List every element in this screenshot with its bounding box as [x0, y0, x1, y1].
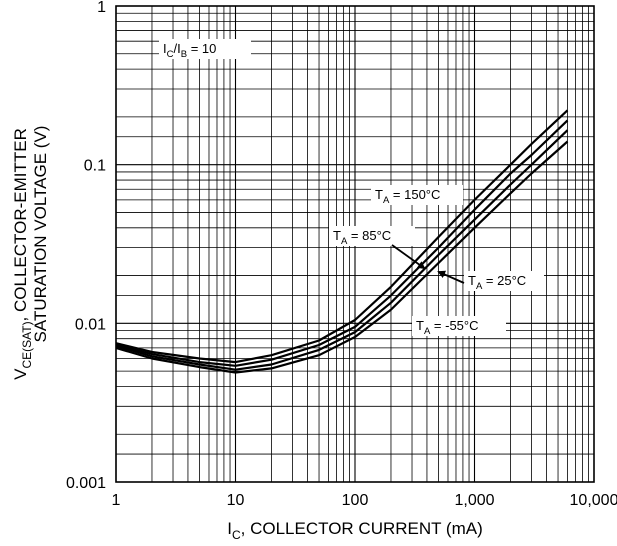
plot-frame	[115, 5, 595, 483]
y-tick-label: 0.001	[66, 475, 106, 492]
series-label-t25-bg	[464, 271, 544, 291]
arrow-t85	[391, 244, 426, 270]
annotations: IC/IB = 10 TA = 150°C TA = 85°C TA = 25°C TA…	[159, 39, 544, 337]
condition-label-bg	[159, 39, 251, 59]
x-axis-title: IC, COLLECTOR CURRENT (mA)	[227, 519, 483, 542]
series-line-tm55	[115, 140, 569, 374]
y-tick-label: 0.01	[75, 316, 106, 333]
series-label-tm55: TA = -55°C	[416, 318, 479, 337]
series-label-t85-bg	[329, 226, 415, 246]
series-label-t85: TA = 85°C	[333, 228, 391, 247]
series-line-t25	[115, 129, 569, 371]
x-tick-label: 1,000	[454, 492, 494, 509]
condition-label: IC/IB = 10	[163, 41, 216, 60]
grid	[115, 6, 594, 483]
x-tick-label: 100	[342, 492, 369, 509]
series-label-t25: TA = 25°C	[468, 273, 526, 292]
axis-titles: IC, COLLECTOR CURRENT (mA) VCE(SAT), COLL…	[11, 126, 483, 542]
series-label-tm55-bg	[412, 316, 506, 336]
x-tick-label: 1	[112, 492, 121, 509]
arrow-t25	[437, 270, 465, 284]
y-tick-label: 0.1	[84, 158, 106, 175]
x-tick-label: 10,000	[570, 492, 617, 509]
series-label-t150: TA = 150°C	[375, 187, 440, 206]
x-tick-label: 10	[227, 492, 245, 509]
y-axis-title-line1: VCE(SAT), COLLECTOR-EMITTER	[11, 128, 34, 380]
series-label-t150-bg	[371, 185, 463, 205]
series-line-t85	[115, 119, 569, 367]
series-line-t150	[115, 109, 569, 364]
tick-labels: 1 10 100 1,000 10,000 0.001 0.01 0.1 1	[66, 0, 617, 509]
y-axis-title-line2: SATURATION VOLTAGE (V)	[31, 126, 50, 343]
series-curves	[115, 109, 569, 374]
y-tick-label: 1	[97, 0, 106, 16]
